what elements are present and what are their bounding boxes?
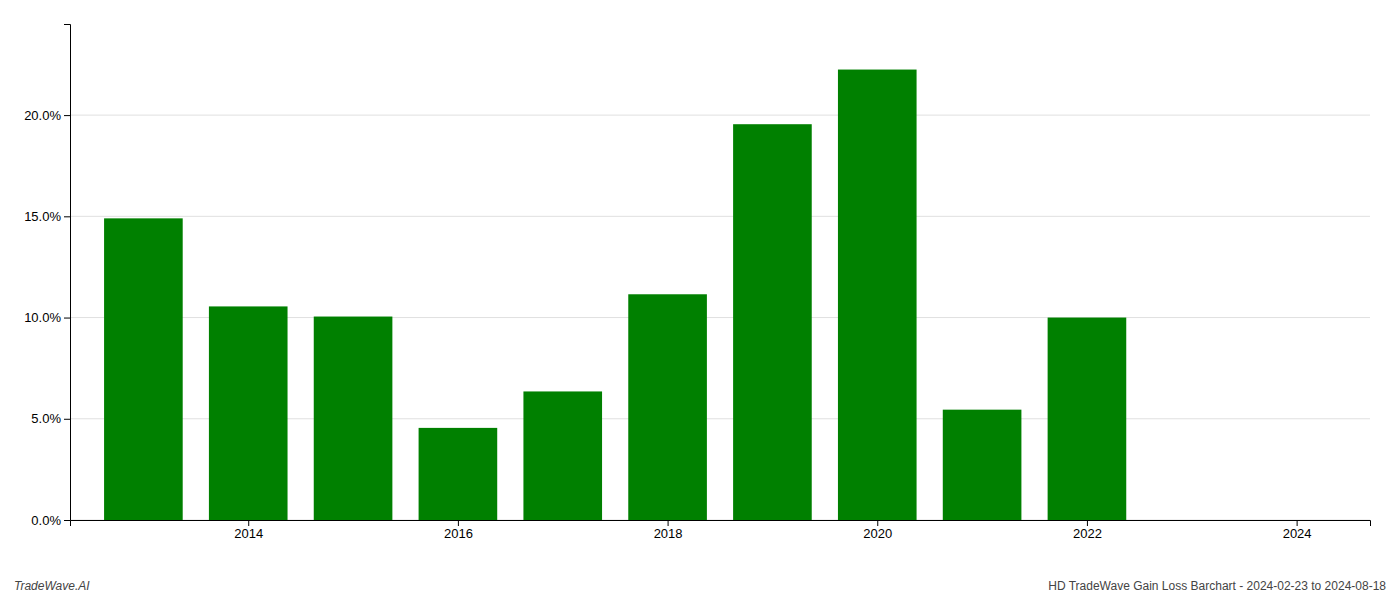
x-tick-mark [1087, 520, 1088, 526]
y-tick-label: 0.0% [31, 513, 61, 528]
grid-line [70, 216, 1370, 217]
x-tick-mark [877, 520, 878, 526]
y-tick: 0.0% [31, 513, 70, 528]
footer-left: TradeWave.AI [14, 579, 90, 593]
bar [628, 294, 707, 520]
plot-area: 2014 2016 2018 2020 2022 2024 0.0% 5.0% 10.0% 15.… [24, 25, 1370, 542]
x-tick-mark [668, 520, 669, 526]
bar [314, 317, 393, 520]
grid [70, 115, 1370, 520]
y-tick: 20.0% [24, 108, 70, 123]
x-tick: 2018 [654, 520, 683, 541]
x-tick-mark [458, 520, 459, 526]
y-tick-label: 5.0% [31, 411, 61, 426]
y-tick-label: 10.0% [24, 310, 61, 325]
x-axis-line [71, 521, 1371, 527]
y-tick-mark [64, 216, 70, 217]
bar [209, 306, 288, 520]
bar [943, 410, 1022, 520]
x-tick-label: 2016 [444, 526, 473, 541]
footer-right: HD TradeWave Gain Loss Barchart - 2024-0… [1048, 579, 1386, 593]
x-tick-mark [248, 520, 249, 526]
x-tick: 2024 [1283, 520, 1312, 541]
x-tick: 2016 [444, 520, 473, 541]
y-tick-mark [64, 318, 70, 319]
y-tick: 5.0% [31, 411, 70, 426]
y-tick-label: 20.0% [24, 108, 61, 123]
bar [419, 428, 498, 520]
x-tick-label: 2018 [654, 526, 683, 541]
y-axis-line [64, 25, 71, 521]
bar [1048, 318, 1127, 520]
y-tick: 15.0% [24, 209, 70, 224]
bar [733, 124, 812, 520]
bar [104, 218, 183, 520]
x-tick-label: 2020 [863, 526, 892, 541]
bar [838, 70, 917, 520]
y-axis: 0.0% 5.0% 10.0% 15.0% 20.0% [24, 25, 70, 528]
x-tick: 2020 [863, 520, 892, 541]
y-tick-mark [64, 520, 70, 521]
bar [523, 391, 602, 520]
grid-line [70, 115, 1370, 116]
y-tick-mark [64, 115, 70, 116]
chart-svg: 2014 2016 2018 2020 2022 2024 0.0% 5.0% 10.0% 15.… [0, 0, 1400, 600]
x-tick-label: 2024 [1283, 526, 1312, 541]
x-tick: 2022 [1073, 520, 1102, 541]
y-tick-label: 15.0% [24, 209, 61, 224]
x-tick: 2014 [234, 520, 263, 541]
x-tick-label: 2022 [1073, 526, 1102, 541]
bars [104, 70, 1126, 520]
bar [1152, 520, 1231, 521]
x-tick-label: 2014 [234, 526, 263, 541]
y-tick: 10.0% [24, 310, 70, 325]
x-axis: 2014 2016 2018 2020 2022 2024 [71, 520, 1371, 541]
y-tick-mark [64, 419, 70, 420]
x-tick-mark [1297, 520, 1298, 526]
